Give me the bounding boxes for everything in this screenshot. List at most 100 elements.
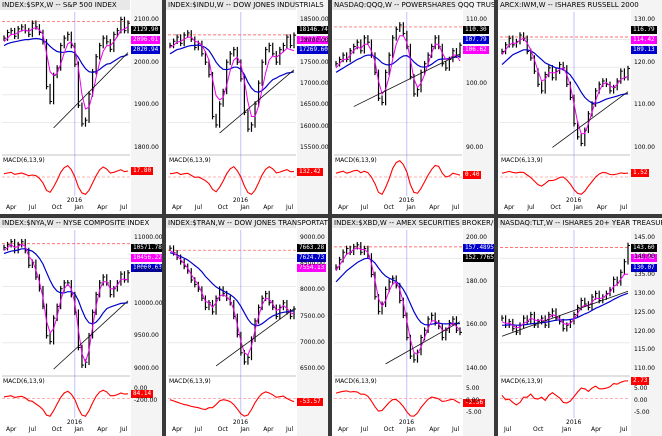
y-tick-label: 130.00 (634, 290, 655, 298)
price-tag: 2096.01 (131, 36, 161, 44)
price-tag: 114.42 (631, 36, 657, 44)
y-tick-label: 18000.00 (300, 37, 328, 45)
moving-average-pink (501, 37, 629, 135)
y-tick-label: 9500.00 (134, 332, 159, 340)
x-tick-label: Jul (286, 204, 294, 211)
chart-svg (2, 0, 162, 214)
y-tick-label: 125.00 (634, 308, 655, 316)
price-tag: 152.7765 (463, 254, 494, 262)
x-tick-label: Oct (533, 426, 544, 433)
chart-title: INDEX:$XBD,W -- AMEX SECURITIES BROKER/D… (334, 219, 494, 227)
y-tick-label: 17000.00 (300, 80, 328, 87)
moving-average-pink (3, 243, 129, 364)
x-tick-label: Jul (452, 426, 460, 433)
x-tick-label: Apr (504, 204, 515, 211)
price-tag: 7624.73 (297, 254, 327, 262)
chart-title: INDEX:$NYA,W -- NYSE COMPOSITE INDEX (2, 219, 150, 227)
price-tag: 7663.28 (297, 244, 327, 252)
trend-line (501, 290, 629, 337)
chart-panel-7: 157.4895 152.7765 200.00 180.00 160.00 140.00… (332, 218, 494, 436)
x-tick-label: Oct (550, 204, 561, 211)
trend-line (353, 53, 461, 107)
y-tick-label: 200.00 (466, 234, 487, 241)
x-tick-label: Jul (286, 426, 294, 433)
x-tick-label: Oct (51, 204, 62, 211)
price-tag: 157.4895 (463, 244, 494, 252)
macd-tag: 17.80 (131, 167, 154, 176)
year-label: 2016 (566, 197, 582, 204)
y-tick-label: 9000.00 (300, 234, 325, 241)
moving-average-pink (3, 26, 129, 110)
y-tick-label: 8500.00 (300, 260, 325, 268)
x-tick-label: Apr (429, 204, 440, 211)
chart-panel-1: 2129.90 2096.01 2020.94 2100.00 2000.00 1900.… (0, 0, 162, 214)
year-label: 2016 (398, 197, 415, 204)
x-tick-label: Jan (562, 426, 572, 433)
title-bar (166, 0, 296, 10)
x-tick-label: Jan (74, 204, 84, 211)
y-tick-label: 90.00 (466, 144, 484, 151)
y-tick-label: 180.00 (466, 277, 487, 285)
y-tick-label: 18500.00 (300, 16, 328, 23)
macd-line (3, 389, 129, 417)
x-tick-label: Oct (217, 204, 228, 211)
axis-strip (131, 0, 162, 214)
x-tick-label: Jul (504, 426, 512, 433)
chart-title: NASDAQ:TLT,W -- ISHARES 20+ YEAR TREASUR… (500, 219, 662, 227)
y-tick-label: 120.00 (634, 327, 655, 335)
macd-label: MACD(6,13,9) (335, 157, 377, 164)
x-tick-label: Jan (240, 204, 250, 211)
macd-line (501, 380, 629, 406)
macd-tick-label: 0.00 (134, 385, 148, 392)
macd-tag: -2.56 (463, 399, 486, 408)
x-tick-label: Jul (194, 426, 203, 433)
macd-label: MACD(6,13,9) (3, 157, 45, 164)
chart-panel-5: 10571.78 10456.22 10060.63 11000.00 10500.00… (0, 218, 162, 436)
y-tick-label: 8000.00 (300, 286, 325, 294)
macd-label: MACD(6,13,9) (335, 378, 377, 385)
title-bar (0, 218, 130, 228)
x-tick-label: Apr (338, 426, 349, 433)
y-tick-label: 6500.00 (300, 365, 325, 372)
y-tick-label: 1800.00 (134, 144, 159, 151)
x-tick-label: Apr (591, 426, 602, 433)
macd-line (169, 391, 295, 417)
x-tick-label: Apr (596, 204, 608, 211)
x-tick-label: Jul (527, 204, 535, 211)
price-tag: 143.60 (631, 244, 657, 252)
title-bar (0, 0, 130, 10)
trend-line (53, 300, 129, 370)
chart-title: INDEX:$SPX,W -- S&P 500 INDEX (2, 1, 117, 9)
chart-title: INDEX:$INDU,W -- DOW JONES INDUSTRIALS (168, 1, 324, 9)
y-tick-label: 7500.00 (300, 312, 325, 320)
x-tick-label: Apr (6, 426, 17, 433)
price-tag: 107.79 (463, 36, 489, 44)
moving-average-blue (169, 252, 295, 327)
x-tick-label: Oct (51, 426, 62, 433)
trend-line (219, 69, 295, 134)
y-tick-label: 110.00 (634, 365, 655, 372)
x-tick-label: Jul (120, 426, 128, 433)
moving-average-blue (335, 54, 461, 73)
chart-panel-2: 18146.74 17777.93 17269.60 18500.00 18000.00… (166, 0, 328, 214)
x-tick-label: Jan (74, 426, 84, 433)
moving-average-pink (501, 273, 629, 329)
y-tick-label: 100.00 (634, 144, 655, 151)
moving-average-pink (335, 35, 461, 95)
x-tick-label: Jul (120, 204, 128, 211)
y-tick-label: 160.00 (466, 321, 487, 329)
x-tick-label: Jul (28, 204, 37, 211)
y-tick-label: 130.00 (634, 16, 655, 23)
macd-tag: -53.57 (297, 397, 323, 406)
price-tag: 2129.90 (131, 26, 161, 34)
x-tick-label: Jan (240, 426, 250, 433)
y-tick-label: 140.00 (466, 365, 487, 372)
x-tick-label: Apr (429, 426, 440, 433)
chart-panel-4: 116.79 114.42 109.13 130.00 120.00 110.00 100.… (498, 0, 662, 214)
moving-average-blue (501, 49, 629, 104)
y-tick-label: 110.00 (634, 101, 655, 109)
moving-average-pink (169, 36, 295, 117)
macd-label: MACD(6,13,9) (169, 378, 211, 385)
year-label: 2016 (232, 197, 249, 204)
moving-average-blue (169, 44, 295, 93)
